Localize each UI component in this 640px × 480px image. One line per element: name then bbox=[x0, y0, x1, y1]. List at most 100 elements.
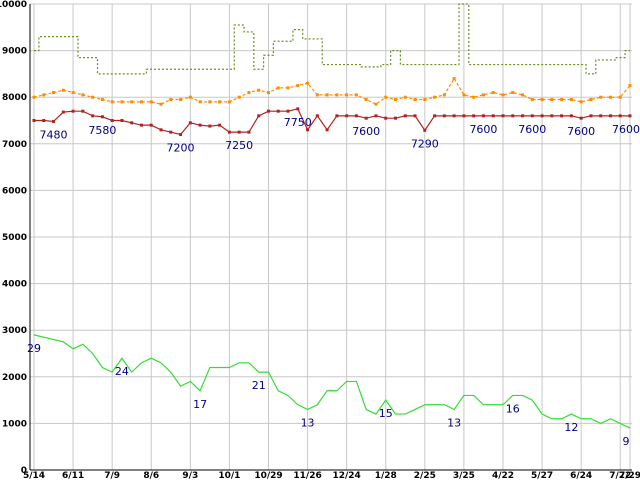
data-point-close bbox=[208, 124, 212, 128]
data-point-middle bbox=[208, 100, 212, 104]
data-point-close bbox=[618, 114, 622, 118]
data-point-middle bbox=[169, 98, 173, 102]
x-tick-label: 7/22 bbox=[609, 471, 631, 480]
data-point-close bbox=[481, 114, 485, 118]
data-point-close bbox=[354, 114, 358, 118]
data-point-middle bbox=[560, 98, 564, 102]
data-point-close bbox=[139, 123, 143, 127]
x-tick-label: 8/6 bbox=[143, 471, 159, 480]
y-tick-label: 9000 bbox=[2, 47, 27, 57]
data-point-middle bbox=[120, 100, 124, 104]
data-point-close bbox=[599, 114, 603, 118]
data-point-middle bbox=[315, 93, 319, 97]
data-point-close bbox=[384, 116, 388, 120]
data-point-middle bbox=[198, 100, 202, 104]
data-point-middle bbox=[130, 100, 134, 104]
data-label-close: 7600 bbox=[567, 125, 595, 138]
data-point-middle bbox=[433, 95, 437, 99]
data-point-middle bbox=[579, 100, 583, 104]
y-tick-label: 7000 bbox=[2, 140, 27, 150]
series-middle bbox=[32, 77, 632, 106]
data-point-middle bbox=[296, 84, 300, 88]
series-line-volume bbox=[33, 334, 631, 429]
data-point-middle bbox=[511, 91, 515, 95]
data-point-middle bbox=[149, 100, 153, 104]
data-point-middle bbox=[384, 95, 388, 99]
x-tick-label: 1/28 bbox=[375, 471, 397, 480]
data-point-middle bbox=[257, 88, 261, 92]
data-point-close bbox=[403, 114, 407, 118]
data-point-close bbox=[589, 114, 593, 118]
data-point-middle bbox=[394, 98, 398, 102]
data-label-volume: 9 bbox=[623, 435, 630, 448]
data-label-close: 7200 bbox=[167, 141, 195, 154]
data-point-close bbox=[110, 119, 114, 122]
data-label-volume: 13 bbox=[301, 416, 315, 429]
data-label-volume: 12 bbox=[564, 421, 578, 434]
data-point-middle bbox=[442, 93, 446, 97]
data-point-close bbox=[335, 114, 339, 118]
x-tick-label: 4/22 bbox=[492, 471, 514, 480]
data-point-close bbox=[91, 114, 95, 118]
data-label-close: 7600 bbox=[612, 123, 640, 136]
data-point-middle bbox=[462, 93, 466, 97]
data-point-middle bbox=[423, 98, 427, 102]
data-label-volume: 16 bbox=[506, 402, 520, 415]
data-point-middle bbox=[42, 93, 46, 97]
data-point-middle bbox=[618, 95, 622, 99]
data-point-close bbox=[266, 109, 270, 113]
data-point-close bbox=[32, 119, 36, 122]
data-point-close bbox=[442, 114, 446, 118]
data-point-close bbox=[501, 114, 505, 118]
data-point-close bbox=[433, 114, 437, 118]
x-tick-label: 6/11 bbox=[62, 471, 84, 480]
data-label-close: 7250 bbox=[225, 139, 253, 152]
data-point-close bbox=[159, 128, 163, 132]
x-tick-label: 12/24 bbox=[332, 471, 360, 480]
data-point-close bbox=[530, 114, 534, 118]
series-line-upper bbox=[34, 3, 630, 75]
data-label-close: 7480 bbox=[40, 128, 68, 141]
data-point-close bbox=[413, 114, 417, 118]
data-point-middle bbox=[325, 93, 329, 97]
data-point-middle bbox=[413, 98, 417, 102]
data-point-middle bbox=[374, 102, 378, 106]
data-point-close bbox=[608, 114, 612, 118]
data-point-close bbox=[169, 130, 173, 134]
data-point-middle bbox=[188, 95, 192, 99]
y-tick-label: 8000 bbox=[2, 93, 27, 103]
grid-lines bbox=[30, 3, 632, 471]
data-point-close bbox=[71, 109, 75, 113]
data-point-close bbox=[198, 123, 202, 127]
y-tick-label: 3000 bbox=[2, 326, 27, 336]
data-point-middle bbox=[354, 93, 358, 97]
data-point-middle bbox=[71, 91, 75, 95]
series-upper bbox=[34, 3, 630, 75]
series-line-middle bbox=[33, 77, 631, 105]
data-label-close: 7600 bbox=[518, 123, 546, 136]
data-point-middle bbox=[540, 98, 544, 102]
data-labels: 7480 7580 7200 7250 7750 7600 7290 7600 7600 7600… bbox=[27, 116, 640, 448]
y-tick-label: 2000 bbox=[2, 373, 27, 383]
data-point-middle bbox=[608, 95, 612, 99]
data-point-close bbox=[130, 121, 134, 125]
x-tick-label: 7/9 bbox=[104, 471, 120, 480]
data-point-middle bbox=[91, 95, 95, 99]
data-point-close bbox=[237, 130, 241, 134]
data-label-volume: 13 bbox=[447, 416, 461, 429]
data-point-middle bbox=[335, 93, 339, 97]
data-point-middle bbox=[501, 93, 505, 97]
data-point-close bbox=[345, 114, 349, 118]
data-point-close bbox=[540, 114, 544, 118]
data-point-middle bbox=[491, 91, 495, 95]
data-point-middle bbox=[550, 98, 554, 102]
data-point-close bbox=[579, 116, 583, 120]
data-point-middle bbox=[227, 100, 231, 104]
data-point-close bbox=[569, 114, 573, 118]
data-point-middle bbox=[403, 95, 407, 99]
data-point-middle bbox=[306, 81, 310, 85]
data-point-middle bbox=[247, 91, 251, 95]
data-point-close bbox=[472, 114, 476, 118]
data-label-volume: 21 bbox=[252, 379, 266, 392]
data-point-middle bbox=[266, 91, 270, 95]
